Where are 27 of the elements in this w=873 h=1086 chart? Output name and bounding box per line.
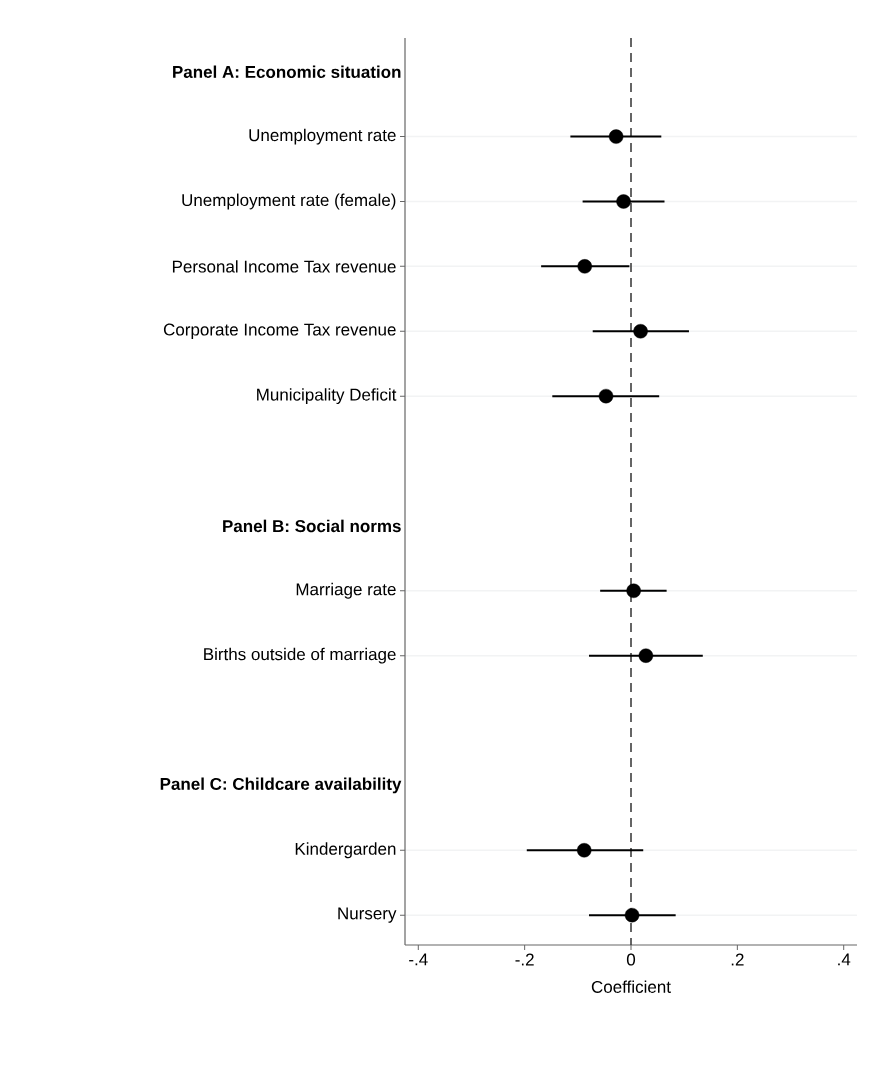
point (626, 583, 641, 598)
x-tick-label: -.4 (409, 953, 428, 966)
y-tick-label: Kindergarden (295, 842, 396, 859)
y-tick-label: Unemployment rate (female) (182, 193, 396, 210)
y-tick-label: Births outside of marriage (204, 647, 396, 664)
x-axis-title: Coefficient (591, 980, 671, 993)
y-tick-label: Municipality Deficit (257, 388, 397, 405)
point (608, 129, 624, 144)
y-tick-label: Nursery (338, 907, 397, 923)
point (598, 388, 614, 404)
point (633, 324, 648, 339)
y-tick-label: Panel A: Economic situation (173, 65, 401, 78)
point (616, 194, 631, 209)
y-tick-label: Corporate Income Tax revenue (163, 323, 396, 339)
point (624, 907, 640, 923)
y-tick-label: Panel C: Childcare availability (160, 777, 402, 794)
y-tick-label: Unemployment rate (249, 128, 396, 145)
y-tick-label: Personal Income Tax revenue (172, 260, 396, 273)
point (577, 259, 592, 274)
point (638, 648, 654, 663)
y-tick-label: Marriage rate (296, 582, 396, 599)
x-tick-label: .2 (731, 953, 744, 966)
x-tick-label: .4 (838, 953, 851, 966)
y-tick-label: Panel B: Social norms (223, 519, 401, 533)
x-tick-label: 0 (626, 953, 636, 966)
point (577, 843, 592, 858)
x-tick-label: -.2 (515, 953, 534, 966)
